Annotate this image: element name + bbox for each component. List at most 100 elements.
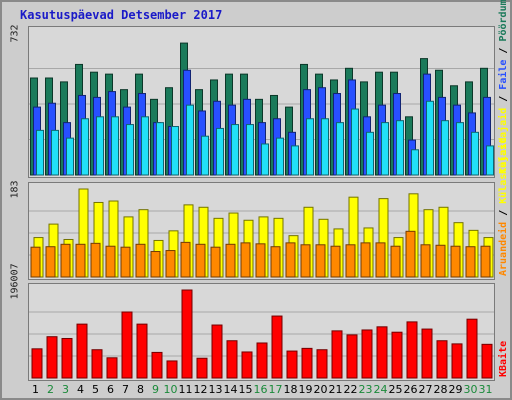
legend-separator: / — [498, 203, 509, 222]
bar-klastajaid-day-28 — [441, 120, 449, 176]
bar-aruandeid-day-16 — [255, 243, 266, 278]
x-tick-5: 5 — [92, 383, 99, 396]
bar-aruandeid-day-19 — [300, 244, 311, 278]
legend-item-faile: Faile — [498, 59, 509, 90]
bar-aruandeid-day-29 — [450, 245, 461, 278]
x-tick-29: 29 — [448, 383, 463, 396]
x-tick-28: 28 — [433, 383, 448, 396]
x-tick-12: 12 — [193, 383, 208, 396]
bar-aruandeid-day-4 — [75, 243, 86, 278]
bar-klastajaid-day-21 — [336, 122, 344, 176]
bar-aruandeid-day-3 — [60, 243, 71, 278]
bar-aruandeid-day-28 — [435, 244, 446, 278]
legend-separator: / — [498, 41, 509, 60]
bar-klastajaid-day-19 — [306, 118, 314, 176]
bar-klastajaid-day-1 — [36, 129, 44, 176]
x-tick-16: 16 — [253, 383, 268, 396]
x-tick-26: 26 — [403, 383, 418, 396]
legend-item-aruandeid: Aruandeid — [498, 221, 509, 276]
chart-panel-bottom — [28, 283, 495, 381]
bar-kbaite-day-16 — [256, 342, 268, 379]
bar-kbaite-day-3 — [61, 337, 73, 379]
x-tick-22: 22 — [343, 383, 358, 396]
x-tick-20: 20 — [313, 383, 328, 396]
bar-klastajaid-day-12 — [201, 135, 209, 176]
legend-separator: / — [498, 89, 509, 108]
bar-klastajaid-day-24 — [381, 122, 389, 176]
bar-kbaite-day-26 — [406, 321, 418, 379]
bar-aruandeid-day-23 — [360, 242, 371, 278]
bar-klastajaid-day-11 — [186, 104, 194, 176]
bar-klastajaid-day-8 — [141, 116, 149, 176]
bar-aruandeid-day-11 — [180, 241, 191, 278]
x-tick-7: 7 — [122, 383, 129, 396]
bar-kbaite-day-30 — [466, 318, 478, 379]
bar-aruandeid-day-6 — [105, 245, 116, 278]
bar-kbaite-day-22 — [346, 334, 358, 379]
bar-klastajaid-day-13 — [216, 127, 224, 176]
bar-kbaite-day-23 — [361, 329, 373, 379]
bar-kbaite-day-31 — [481, 343, 493, 379]
x-tick-25: 25 — [388, 383, 403, 396]
legend-mid-text: Aruandeid / Külastajaid — [498, 138, 509, 276]
bar-klastajaid-day-20 — [321, 118, 329, 176]
bar-aruandeid-day-25 — [390, 245, 401, 278]
max-label-top: 732 — [4, 24, 26, 66]
bar-kbaite-day-17 — [271, 315, 283, 379]
chart-panel-middle — [28, 182, 495, 280]
bar-kbaite-day-14 — [226, 340, 238, 379]
x-tick-17: 17 — [268, 383, 283, 396]
x-tick-10: 10 — [163, 383, 178, 396]
bar-klastajaid-day-18 — [291, 145, 299, 176]
bar-klastajaid-day-10 — [171, 126, 179, 176]
legend-bot-text: KBaite — [498, 341, 509, 377]
max-value-bottom: 196007 — [9, 263, 21, 300]
bar-aruandeid-day-10 — [165, 250, 176, 278]
x-tick-14: 14 — [223, 383, 238, 396]
bar-kbaite-day-9 — [151, 351, 163, 379]
bar-kbaite-day-13 — [211, 324, 223, 379]
x-tick-1: 1 — [32, 383, 39, 396]
max-value-top: 732 — [9, 24, 21, 43]
legend-item-prdumisi: Pöördumisi — [498, 0, 509, 42]
bar-klastajaid-day-17 — [276, 137, 284, 176]
bar-kbaite-day-12 — [196, 357, 208, 379]
bar-klastajaid-day-31 — [486, 145, 494, 176]
page-title: Kasutuspäevad Detsember 2017 — [20, 8, 223, 22]
bar-klastajaid-day-14 — [231, 124, 239, 176]
bar-klastajaid-day-26 — [411, 149, 419, 176]
bar-kbaite-day-19 — [301, 347, 313, 379]
bar-klastajaid-day-25 — [396, 120, 404, 176]
bar-klastajaid-day-9 — [156, 122, 164, 176]
x-tick-23: 23 — [358, 383, 373, 396]
bar-aruandeid-day-12 — [195, 243, 206, 278]
bar-kbaite-day-6 — [106, 357, 118, 379]
bar-aruandeid-day-8 — [135, 243, 146, 278]
bar-aruandeid-day-18 — [285, 242, 296, 278]
x-axis: 1 2 3 4 5 6 7 8 9 10 11 12 13 14 15 16 17 18 19 20 21 22 23 24 2… — [28, 383, 493, 397]
x-tick-19: 19 — [298, 383, 313, 396]
bar-klastajaid-day-15 — [246, 124, 254, 176]
x-tick-4: 4 — [77, 383, 84, 396]
max-label-bottom: 196007 — [4, 263, 26, 343]
max-label-middle: 183 — [4, 180, 26, 222]
bar-kbaite-day-28 — [436, 340, 448, 379]
bar-kbaite-day-5 — [91, 349, 103, 379]
x-tick-24: 24 — [373, 383, 388, 396]
bar-kbaite-day-2 — [46, 336, 58, 379]
x-tick-2: 2 — [47, 383, 54, 396]
legend-bottom: KBaite — [495, 283, 510, 379]
x-tick-9: 9 — [152, 383, 159, 396]
bar-aruandeid-day-7 — [120, 246, 131, 278]
x-tick-18: 18 — [283, 383, 298, 396]
bar-aruandeid-day-21 — [330, 245, 341, 278]
bar-klastajaid-day-2 — [51, 129, 59, 176]
chart-bottom-svg — [29, 289, 494, 379]
bar-kbaite-day-1 — [31, 348, 43, 379]
bar-aruandeid-day-14 — [225, 243, 236, 278]
bar-kbaite-day-11 — [181, 289, 193, 379]
x-tick-11: 11 — [178, 383, 193, 396]
bar-aruandeid-day-5 — [90, 242, 101, 278]
bar-aruandeid-day-20 — [315, 244, 326, 278]
